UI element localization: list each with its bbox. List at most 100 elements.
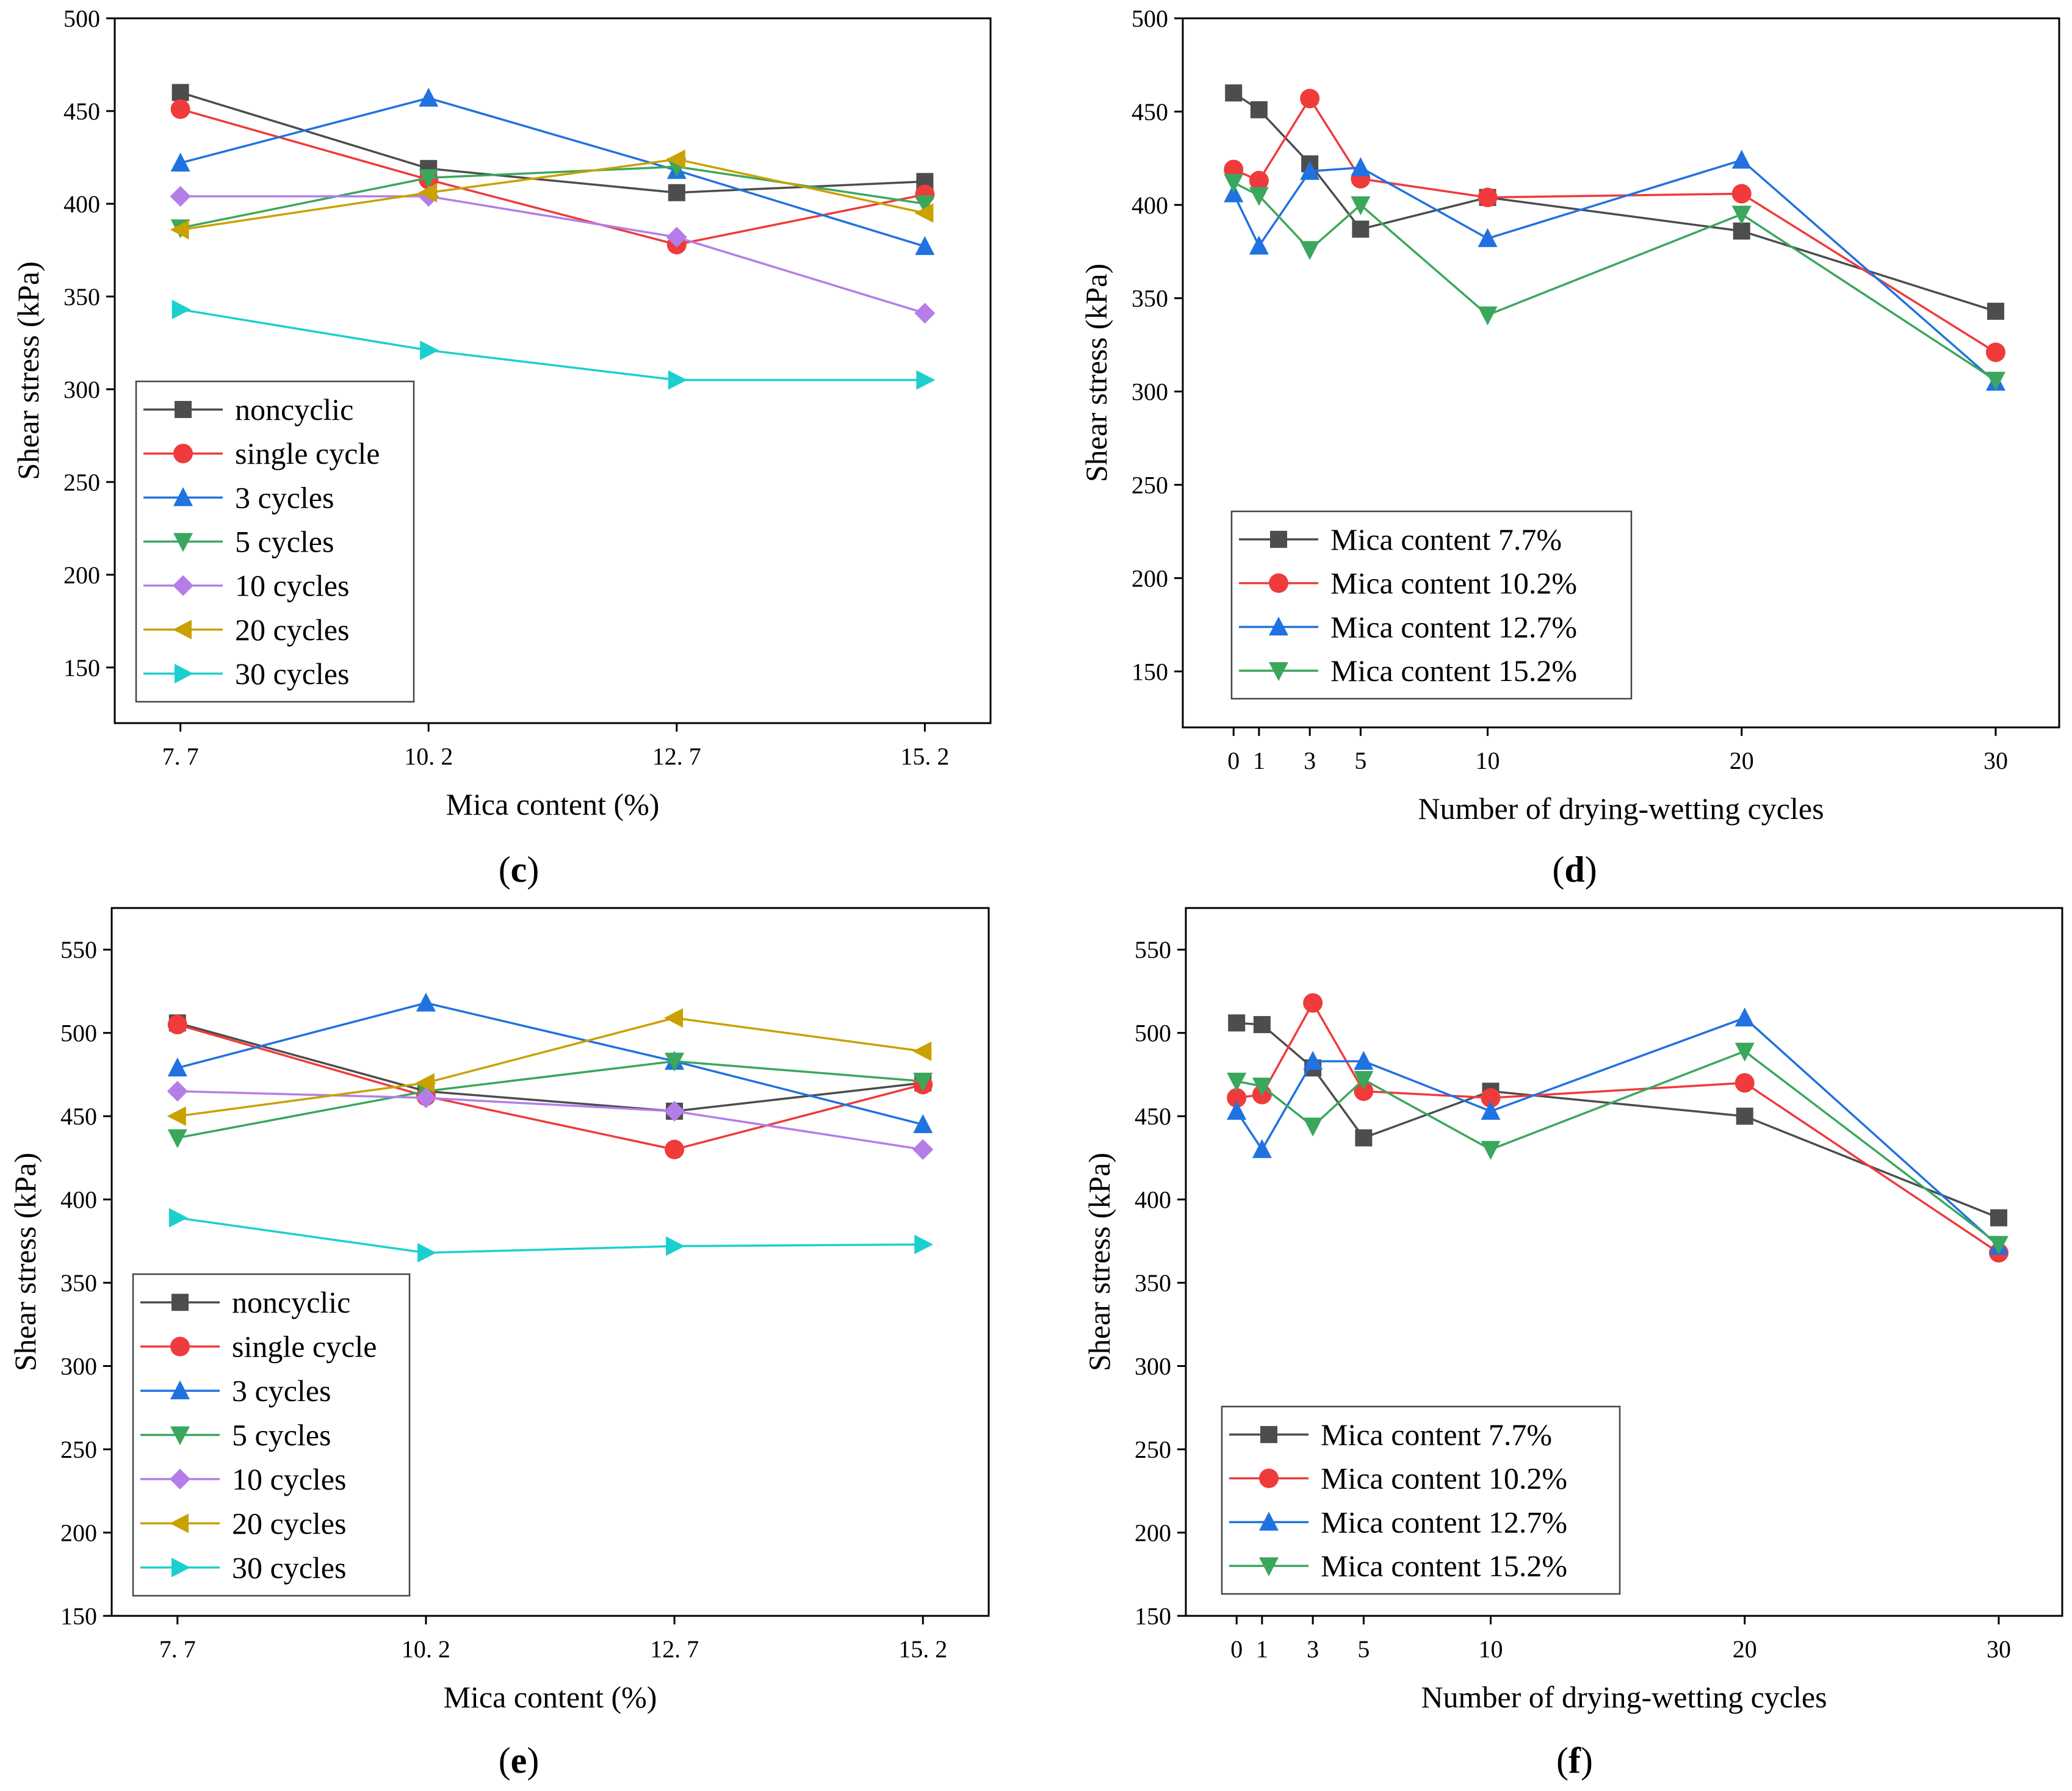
data-point	[912, 1041, 932, 1061]
series-line	[177, 1017, 923, 1117]
x-tick-label: 0	[1230, 1635, 1243, 1663]
data-point	[1249, 236, 1269, 255]
series-2	[1224, 150, 2005, 391]
plot-frame	[114, 17, 992, 724]
series-line	[180, 91, 925, 194]
legend-box	[1230, 510, 1633, 700]
legend: Mica content 7.7% Mica content 10.2% Mica …	[1221, 1405, 1621, 1595]
data-point	[665, 1053, 685, 1072]
legend-label: Mica content 12.7%	[1330, 610, 1577, 644]
series-line	[1235, 1017, 2000, 1247]
series-line	[1236, 1022, 1999, 1219]
y-tick-label: 200	[60, 1519, 97, 1547]
legend-marker	[1259, 1468, 1279, 1488]
series-5	[170, 150, 934, 240]
series-line	[1233, 92, 1996, 312]
data-point	[1731, 184, 1752, 204]
data-point	[1300, 241, 1320, 261]
legend-label: Mica content 10.2%	[1330, 566, 1577, 600]
legend-label: Mica content 15.2%	[1321, 1549, 1567, 1583]
y-axis-title: Shear stress (kPa)	[11, 261, 45, 480]
legend: noncyclic single cycle 3 cycles 5 cycles 10 …	[135, 380, 415, 703]
legend-label: Mica content 12.7%	[1321, 1505, 1567, 1539]
caption-close: )	[527, 1740, 539, 1781]
x-tick-label: 20	[1733, 1635, 1757, 1663]
y-tick-label: 250	[63, 469, 100, 496]
x-axis-title: Number of drying-wetting cycles	[1421, 1680, 1827, 1714]
caption-letter: e	[511, 1740, 527, 1781]
data-point	[171, 84, 189, 101]
data-point	[1734, 1073, 1755, 1093]
series-line	[177, 1022, 923, 1112]
data-point	[665, 1139, 685, 1159]
legend-label: noncyclic	[235, 392, 353, 427]
x-tick-label: 0	[1227, 747, 1240, 774]
y-tick-label: 400	[1135, 1186, 1171, 1214]
series-line	[177, 1216, 923, 1254]
series-line	[1232, 159, 1997, 383]
series-line	[177, 1060, 923, 1139]
y-tick-label: 550	[1135, 936, 1171, 964]
data-point	[1253, 1016, 1271, 1034]
legend-label: Mica content 7.7%	[1330, 522, 1562, 557]
legend-marker	[170, 1513, 189, 1533]
data-point	[1481, 1100, 1501, 1120]
data-point	[1985, 342, 2005, 362]
data-point	[1985, 372, 2005, 391]
y-axis-title: Shear stress (kPa)	[1079, 264, 1113, 482]
caption-letter: c	[511, 849, 527, 890]
x-tick-label: 5	[1357, 1635, 1370, 1663]
data-point	[1481, 1141, 1501, 1160]
legend-marker	[170, 1468, 190, 1490]
legend: Mica content 7.7% Mica content 10.2% Mica …	[1230, 510, 1633, 700]
data-point	[420, 341, 439, 361]
y-tick-label: 450	[1132, 98, 1168, 126]
x-tick-label: 10. 2	[404, 743, 453, 770]
legend-label: 3 cycles	[232, 1374, 331, 1408]
series-1	[1224, 88, 2005, 362]
data-point	[167, 1015, 187, 1035]
series-0	[171, 84, 934, 201]
data-point	[1731, 206, 1752, 225]
y-axis-title: Shear stress (kPa)	[8, 1153, 42, 1371]
data-point	[915, 236, 935, 255]
y-tick-label: 150	[60, 1602, 97, 1630]
legend-label: 10 cycles	[232, 1462, 346, 1496]
plot-frame	[1182, 17, 2060, 729]
data-point	[1354, 1051, 1374, 1070]
data-point	[1227, 1088, 1247, 1108]
x-tick-label: 15. 2	[900, 743, 949, 770]
data-point	[1731, 150, 1752, 169]
data-point	[1303, 1117, 1323, 1137]
data-point	[1300, 88, 1320, 109]
caption-open: (	[499, 1740, 511, 1781]
data-point	[1988, 1236, 2009, 1255]
y-tick-label: 300	[63, 376, 100, 403]
legend-marker	[170, 1336, 190, 1357]
data-point	[1303, 1051, 1323, 1070]
x-tick-label: 10	[1478, 1635, 1503, 1663]
data-point	[666, 1236, 685, 1256]
panel-caption: (c)	[499, 849, 540, 890]
legend-marker	[1269, 573, 1288, 593]
y-tick-label: 200	[63, 561, 100, 589]
data-point	[170, 99, 190, 119]
y-tick-label: 350	[1132, 285, 1168, 312]
series-0	[1225, 84, 2004, 320]
caption-open: (	[499, 849, 511, 890]
data-point	[167, 1058, 187, 1077]
data-point	[664, 1008, 684, 1028]
x-tick-label: 20	[1730, 747, 1754, 774]
legend-marker	[170, 1380, 190, 1400]
y-tick-label: 350	[60, 1269, 97, 1297]
x-tick-label: 7. 7	[159, 1635, 196, 1663]
x-axis-title: Mica content (%)	[444, 1680, 657, 1714]
panel-e: 150 200 250 300 350 400 450 500 550 7. 7 10. 2 12. …	[8, 907, 990, 1781]
data-point	[915, 195, 935, 214]
y-tick-label: 500	[60, 1020, 97, 1047]
x-tick-label: 30	[1984, 747, 2008, 774]
data-point	[1478, 306, 1498, 326]
data-point	[1252, 1139, 1272, 1158]
series-2	[1227, 1007, 2009, 1255]
